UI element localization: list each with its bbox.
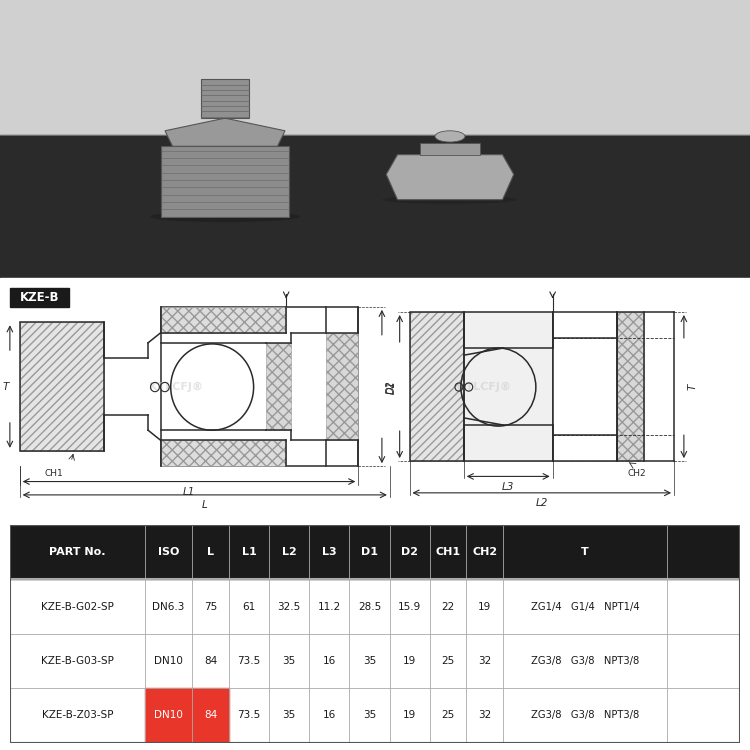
Text: T: T [688,384,698,390]
Bar [201,79,249,118]
Text: 19: 19 [403,656,416,666]
Text: DN10: DN10 [154,656,183,666]
Text: 35: 35 [363,656,376,666]
Text: L1: L1 [242,548,256,557]
Text: 35: 35 [283,710,296,720]
Ellipse shape [382,196,518,204]
Text: KTLCFJ®: KTLCFJ® [457,382,511,392]
Text: KZE-B: KZE-B [20,291,59,304]
Text: 32.5: 32.5 [278,602,301,611]
Text: 61: 61 [242,602,256,611]
Bar [20,322,104,451]
Text: L3: L3 [502,482,515,491]
Text: 35: 35 [283,656,296,666]
Bar [10,634,740,688]
Bar [410,312,464,461]
Text: 22: 22 [442,602,454,611]
Text: 15.9: 15.9 [398,602,422,611]
Bar [20,322,104,451]
Text: PART No.: PART No. [49,548,106,557]
Text: KZE-B-G02-SP: KZE-B-G02-SP [41,602,114,611]
Bar [616,312,644,461]
Text: D2: D2 [386,380,396,394]
Bar [326,332,358,440]
Text: ZG3/8   G3/8   NPT3/8: ZG3/8 G3/8 NPT3/8 [531,656,639,666]
Ellipse shape [150,211,300,222]
Text: 16: 16 [322,710,336,720]
Bar [161,146,289,217]
Bar [160,307,358,466]
Text: 73.5: 73.5 [237,656,260,666]
Text: D2: D2 [401,548,418,557]
Bar [464,312,553,461]
Bar [10,525,740,579]
Text: 28.5: 28.5 [358,602,381,611]
Text: ZG1/4   G1/4   NPT1/4: ZG1/4 G1/4 NPT1/4 [531,602,639,611]
Ellipse shape [435,130,465,142]
Text: D1: D1 [361,548,378,557]
Text: CH2: CH2 [472,548,497,557]
Bar [160,307,286,332]
Bar [410,312,464,461]
Text: L1: L1 [182,487,195,496]
Bar [420,143,480,154]
Text: 75: 75 [204,602,218,611]
Polygon shape [165,118,285,146]
Text: CH1: CH1 [45,470,64,478]
Text: 84: 84 [204,656,218,666]
Text: L3: L3 [322,548,337,557]
Text: L2: L2 [282,548,296,557]
Bar [10,688,740,742]
Text: L2: L2 [536,498,548,508]
Text: L: L [202,500,207,510]
Text: 11.2: 11.2 [318,602,341,611]
Text: ZG3/8   G3/8   NPT3/8: ZG3/8 G3/8 NPT3/8 [531,710,639,720]
Text: KZE-B-G03-SP: KZE-B-G03-SP [41,656,114,666]
Text: D1: D1 [387,380,397,394]
Bar [0,278,750,281]
Bar [160,440,286,466]
Bar [0,135,750,281]
Text: CH2: CH2 [627,470,646,478]
Bar [10,289,69,307]
Text: 19: 19 [403,710,416,720]
Bar [10,579,740,634]
Bar [464,312,553,461]
Text: 32: 32 [478,656,491,666]
Bar [616,312,644,461]
Text: 19: 19 [478,602,491,611]
Text: 73.5: 73.5 [237,710,260,720]
Bar [266,343,291,430]
Bar [553,312,616,461]
Text: 25: 25 [442,656,454,666]
Text: 16: 16 [322,656,336,666]
Text: DN6.3: DN6.3 [152,602,184,611]
Text: 35: 35 [363,710,376,720]
Bar [553,312,616,461]
Bar [0,0,750,135]
Text: 32: 32 [478,710,491,720]
Text: T: T [581,548,589,557]
Bar [145,688,229,742]
Text: DN10: DN10 [154,710,183,720]
Text: KTLCFJ®: KTLCFJ® [148,382,202,392]
Text: L: L [207,548,214,557]
Text: ISO: ISO [158,548,179,557]
Text: CH1: CH1 [436,548,460,557]
Text: 84: 84 [204,710,218,720]
Polygon shape [386,154,514,200]
Text: 25: 25 [442,710,454,720]
Text: T: T [3,382,9,392]
Text: KZE-B-Z03-SP: KZE-B-Z03-SP [41,710,113,720]
